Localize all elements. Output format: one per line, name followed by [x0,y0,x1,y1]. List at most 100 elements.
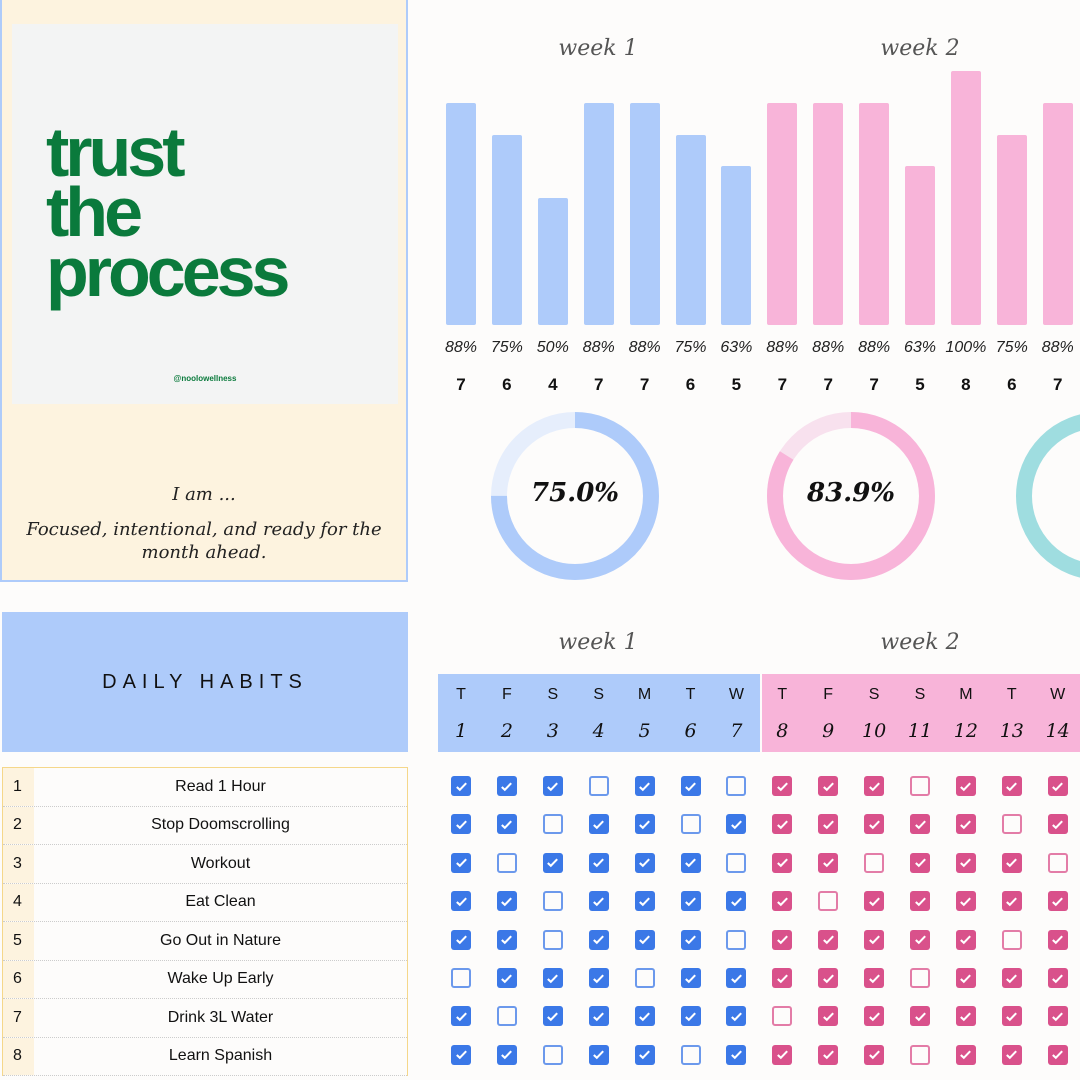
habit-name[interactable]: Read 1 Hour [175,777,266,795]
habit-checkbox[interactable] [680,1006,701,1027]
habit-name[interactable]: Stop Doomscrolling [151,816,290,834]
habit-name[interactable]: Go Out in Nature [160,931,281,949]
habit-name[interactable]: Workout [190,854,251,872]
habit-name[interactable]: Drink 3L Water [167,1008,274,1026]
habit-checkbox[interactable] [1047,776,1068,796]
habit-checkbox[interactable] [542,1006,563,1027]
habit-checkbox[interactable] [634,776,655,796]
habit-checkbox[interactable] [910,929,930,950]
habit-checkbox[interactable] [772,929,793,950]
habit-checkbox[interactable] [588,776,609,796]
habit-checkbox[interactable] [864,814,885,835]
habit-checkbox[interactable] [496,1044,517,1065]
habit-checkbox[interactable] [772,1044,793,1065]
habit-checkbox[interactable] [726,1006,747,1027]
habit-checkbox[interactable] [588,814,609,835]
habit-checkbox[interactable] [864,852,885,873]
habit-checkbox[interactable] [818,891,839,912]
habit-checkbox[interactable] [818,852,839,873]
habit-checkbox[interactable] [955,852,976,873]
habit-checkbox[interactable] [451,814,471,835]
habit-checkbox[interactable] [542,929,563,950]
habit-checkbox[interactable] [496,852,517,873]
habit-checkbox[interactable] [680,776,701,796]
habit-checkbox[interactable] [1047,929,1068,950]
habit-checkbox[interactable] [588,1044,609,1065]
habit-checkbox[interactable] [496,776,517,796]
habit-checkbox[interactable] [680,814,701,835]
habit-checkbox[interactable] [1047,968,1068,988]
habit-checkbox[interactable] [818,929,839,950]
habit-checkbox[interactable] [910,891,930,912]
habit-checkbox[interactable] [451,1044,471,1065]
habit-checkbox[interactable] [955,814,976,835]
habit-checkbox[interactable] [864,1044,885,1065]
habit-checkbox[interactable] [451,968,471,988]
habit-checkbox[interactable] [496,968,517,988]
habit-checkbox[interactable] [864,968,885,988]
habit-checkbox[interactable] [1001,929,1022,950]
habit-checkbox[interactable] [634,891,655,912]
habit-name[interactable]: Learn Spanish [168,1047,273,1065]
habit-checkbox[interactable] [910,814,930,835]
habit-checkbox[interactable] [680,891,701,912]
habit-checkbox[interactable] [910,852,930,873]
habit-checkbox[interactable] [772,776,793,796]
habit-checkbox[interactable] [634,814,655,835]
habit-checkbox[interactable] [451,1006,471,1027]
habit-checkbox[interactable] [864,891,885,912]
habit-checkbox[interactable] [726,968,747,988]
habit-checkbox[interactable] [496,1006,517,1027]
habit-checkbox[interactable] [1047,814,1068,835]
habit-checkbox[interactable] [818,1044,839,1065]
habit-checkbox[interactable] [726,891,747,912]
habit-checkbox[interactable] [634,1006,655,1027]
habit-checkbox[interactable] [864,929,885,950]
habit-checkbox[interactable] [451,852,471,873]
habit-checkbox[interactable] [1001,776,1022,796]
habit-checkbox[interactable] [1001,891,1022,912]
habit-checkbox[interactable] [542,1044,563,1065]
habit-checkbox[interactable] [542,814,563,835]
habit-checkbox[interactable] [726,814,747,835]
habit-checkbox[interactable] [818,968,839,988]
habit-checkbox[interactable] [726,1044,747,1065]
habit-checkbox[interactable] [451,776,471,796]
habit-checkbox[interactable] [1001,968,1022,988]
habit-checkbox[interactable] [726,929,747,950]
habit-checkbox[interactable] [542,852,563,873]
habit-checkbox[interactable] [955,776,976,796]
habit-checkbox[interactable] [818,776,839,796]
habit-checkbox[interactable] [910,1006,930,1027]
habit-checkbox[interactable] [588,852,609,873]
habit-checkbox[interactable] [680,968,701,988]
habit-checkbox[interactable] [634,968,655,988]
habit-checkbox[interactable] [955,929,976,950]
habit-checkbox[interactable] [588,929,609,950]
habit-checkbox[interactable] [680,1044,701,1065]
habit-checkbox[interactable] [772,891,793,912]
habit-checkbox[interactable] [1047,1006,1068,1027]
habit-checkbox[interactable] [864,1006,885,1027]
habit-checkbox[interactable] [910,968,930,988]
habit-checkbox[interactable] [818,814,839,835]
habit-checkbox[interactable] [588,891,609,912]
habit-checkbox[interactable] [1001,814,1022,835]
habit-checkbox[interactable] [772,1006,793,1027]
habit-checkbox[interactable] [726,852,747,873]
habit-checkbox[interactable] [496,929,517,950]
habit-checkbox[interactable] [542,968,563,988]
habit-checkbox[interactable] [726,776,747,796]
habit-checkbox[interactable] [496,891,517,912]
habit-name[interactable]: Eat Clean [185,893,256,911]
habit-checkbox[interactable] [451,891,471,912]
habit-checkbox[interactable] [1047,891,1068,912]
habit-checkbox[interactable] [542,891,563,912]
habit-checkbox[interactable] [910,1044,930,1065]
habit-checkbox[interactable] [680,852,701,873]
habit-checkbox[interactable] [1047,1044,1068,1065]
habit-checkbox[interactable] [451,929,471,950]
habit-checkbox[interactable] [634,929,655,950]
habit-checkbox[interactable] [588,1006,609,1027]
habit-checkbox[interactable] [588,968,609,988]
